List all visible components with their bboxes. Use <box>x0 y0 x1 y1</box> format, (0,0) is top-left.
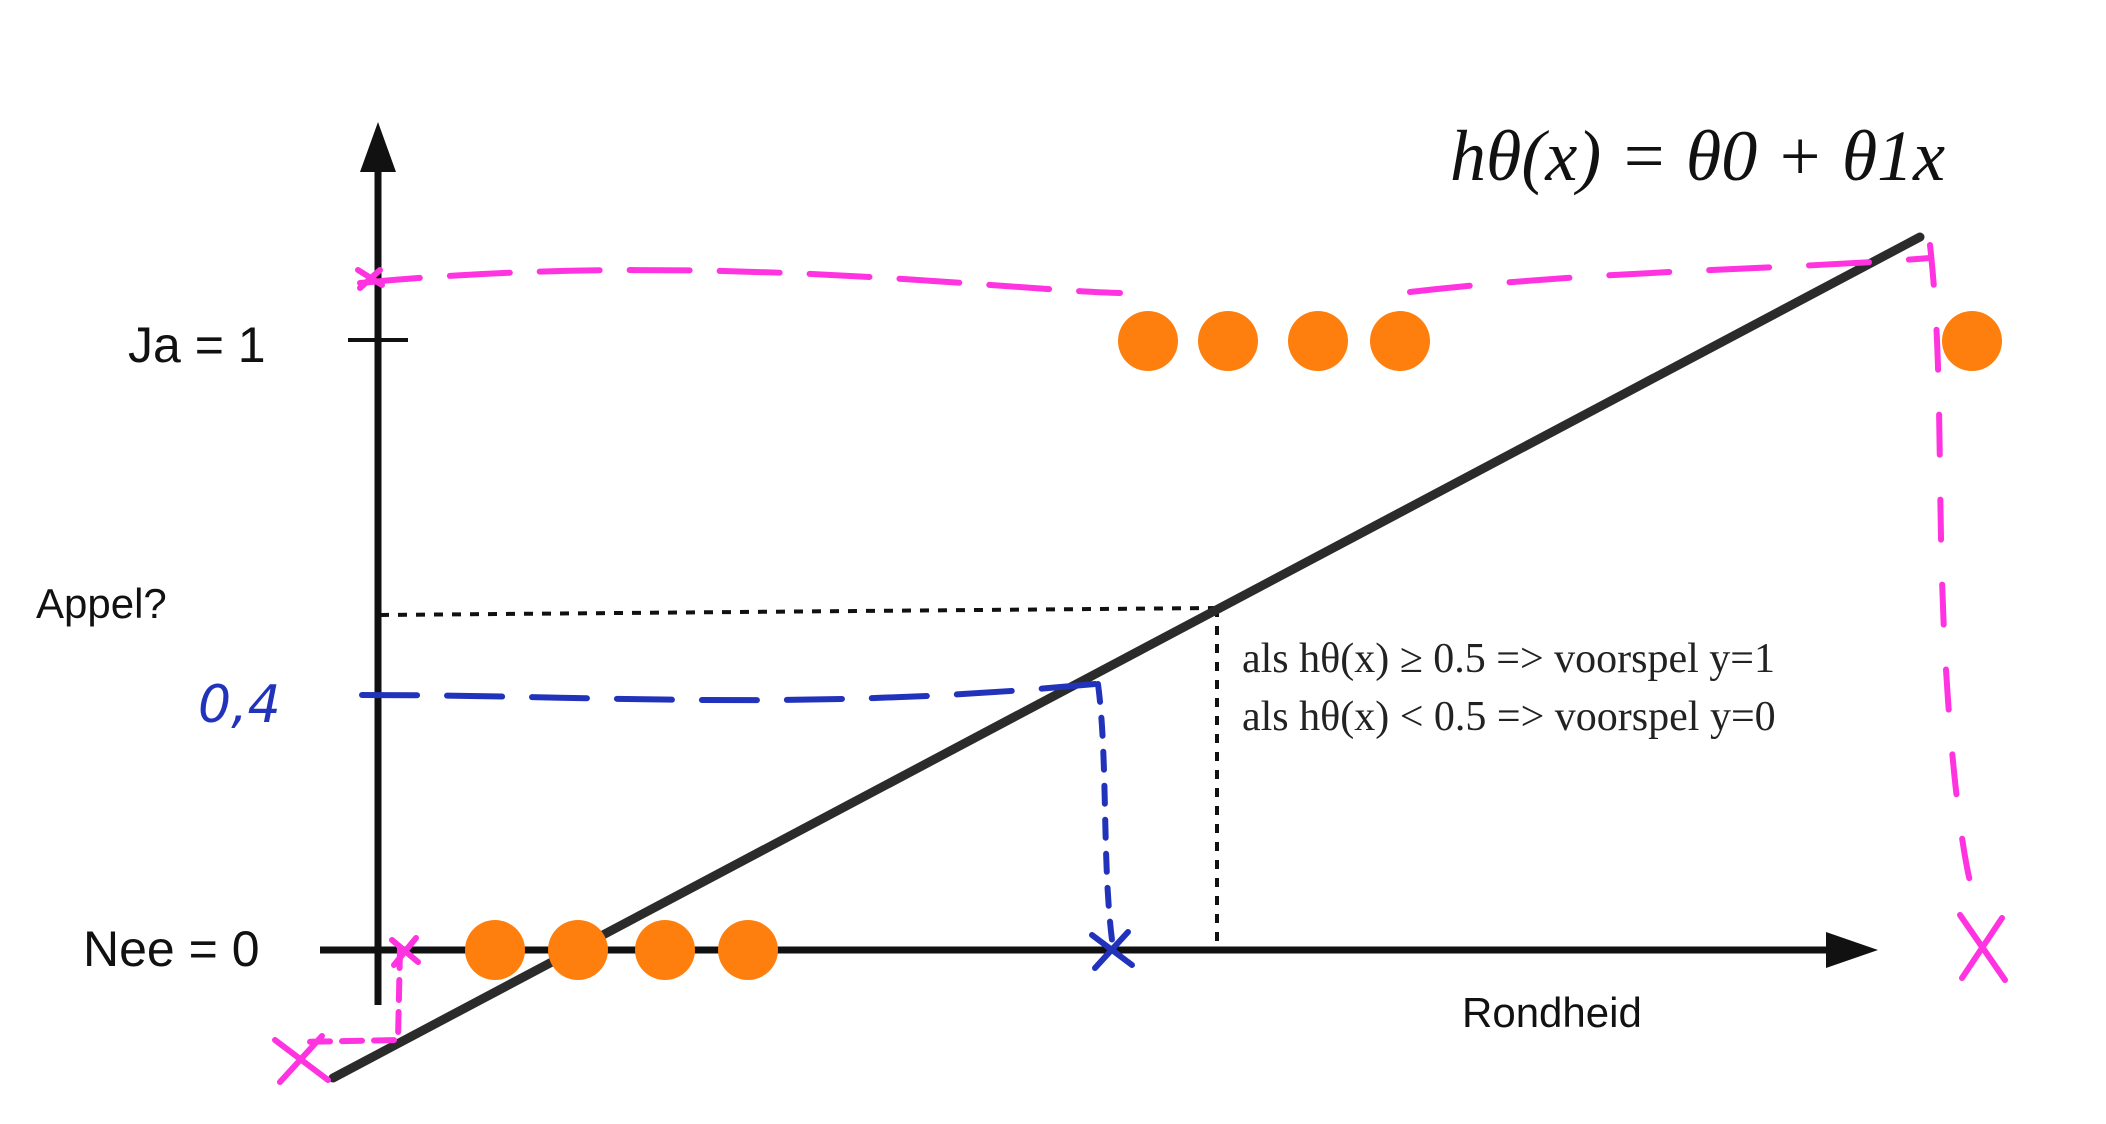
data-point-no <box>465 920 525 980</box>
blue-dashed-vertical <box>1095 681 1115 943</box>
blue-dashed-horizontal <box>359 681 1098 704</box>
pink-annotations <box>272 242 2008 1085</box>
x-axis-arrow <box>1826 932 1878 968</box>
hypothesis-formula: hθ(x) = θ0 + θ1x <box>1450 116 1945 196</box>
pink-arrow-top-left <box>355 267 385 291</box>
rule-predict-one: als hθ(x) ≥ 0.5 => voorspel y=1 <box>1242 636 1775 682</box>
data-point-yes-outlier <box>1942 311 2002 371</box>
data-point-no <box>635 920 695 980</box>
predicted-value-label: 0,4 <box>198 675 281 735</box>
pink-dashed-bottom-left <box>297 945 403 1045</box>
pink-cross-axis <box>389 935 421 968</box>
pink-dashed-right-drop <box>1927 242 1978 903</box>
rule-predict-zero: als hθ(x) < 0.5 => voorspel y=0 <box>1242 694 1776 740</box>
blue-annotations <box>359 681 1135 971</box>
x-axis-label: Rondheid <box>1462 989 1642 1036</box>
y-tick-label-zero: Nee = 0 <box>83 921 260 977</box>
data-point-yes <box>1288 311 1348 371</box>
data-point-yes <box>1198 311 1258 371</box>
data-point-no <box>718 920 778 980</box>
pink-cross-bottom-left <box>272 1033 331 1085</box>
threshold-horizontal <box>379 606 1218 617</box>
pink-dashed-top-right <box>1407 255 1933 295</box>
y-tick-label-one: Ja = 1 <box>128 317 266 373</box>
y-axis-arrow <box>360 122 396 172</box>
pink-cross-right <box>1957 912 2008 983</box>
data-point-yes <box>1118 311 1178 371</box>
data-point-no <box>548 920 608 980</box>
data-point-yes <box>1370 311 1430 371</box>
y-axis-label: Appel? <box>36 580 167 627</box>
pink-dashed-top-left <box>357 267 1123 296</box>
blue-cross-axis <box>1089 929 1135 971</box>
